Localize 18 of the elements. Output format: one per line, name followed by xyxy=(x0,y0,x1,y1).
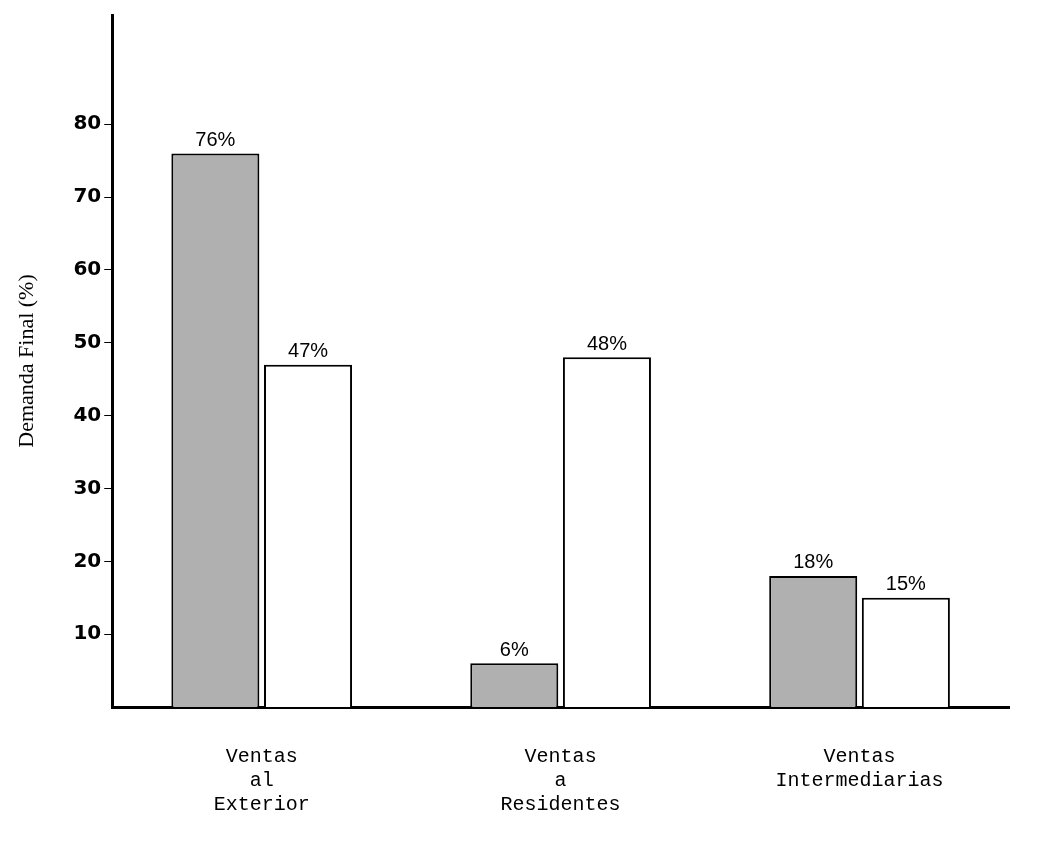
x-tick-label: Ventas al Exterior xyxy=(213,745,310,817)
x-tick-label: Ventas a Residentes xyxy=(500,745,621,817)
y-axis-title: Demanda Final (%) xyxy=(12,274,38,448)
y-tick-label: 60 xyxy=(73,256,102,281)
y-tick-label: 40 xyxy=(73,401,102,426)
data-label: 47% xyxy=(288,339,329,362)
x-tick-label: Ventas Intermediarias xyxy=(775,745,944,793)
data-label: 76% xyxy=(195,127,236,150)
y-tick-label: 30 xyxy=(73,474,102,499)
y-tick-label: 20 xyxy=(73,547,102,572)
y-tick-label: 70 xyxy=(73,183,102,208)
y-tick-label: 80 xyxy=(73,110,102,135)
data-label: 48% xyxy=(586,331,628,354)
data-label: 18% xyxy=(793,550,834,573)
y-tick-label: 50 xyxy=(73,328,102,353)
data-label: 6% xyxy=(499,637,529,660)
y-tick-label: 10 xyxy=(73,620,102,645)
data-label: 15% xyxy=(885,572,927,595)
